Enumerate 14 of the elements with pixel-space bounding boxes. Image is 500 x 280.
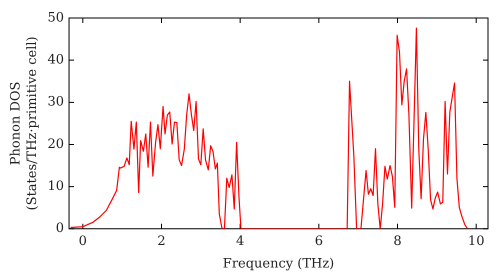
x-tick-label: 0 bbox=[78, 234, 87, 249]
y-axis-title: Phonon DOS (States/THz·primitive cell) bbox=[8, 36, 40, 210]
y-tick-label: 40 bbox=[47, 52, 64, 68]
y-tick-label: 20 bbox=[47, 136, 64, 152]
x-tick-label: 10 bbox=[468, 234, 484, 249]
x-tick-label: 4 bbox=[236, 234, 244, 249]
y-tick-label: 30 bbox=[47, 94, 64, 110]
y-tick-label: 0 bbox=[56, 221, 64, 236]
x-axis-title: Frequency (THz) bbox=[222, 256, 334, 272]
x-tick-label: 8 bbox=[393, 234, 402, 249]
y-tick-label: 50 bbox=[47, 10, 64, 26]
x-tick-label: 6 bbox=[314, 234, 323, 249]
y-tick-label: 10 bbox=[47, 179, 64, 194]
x-tick-label: 2 bbox=[157, 234, 166, 249]
